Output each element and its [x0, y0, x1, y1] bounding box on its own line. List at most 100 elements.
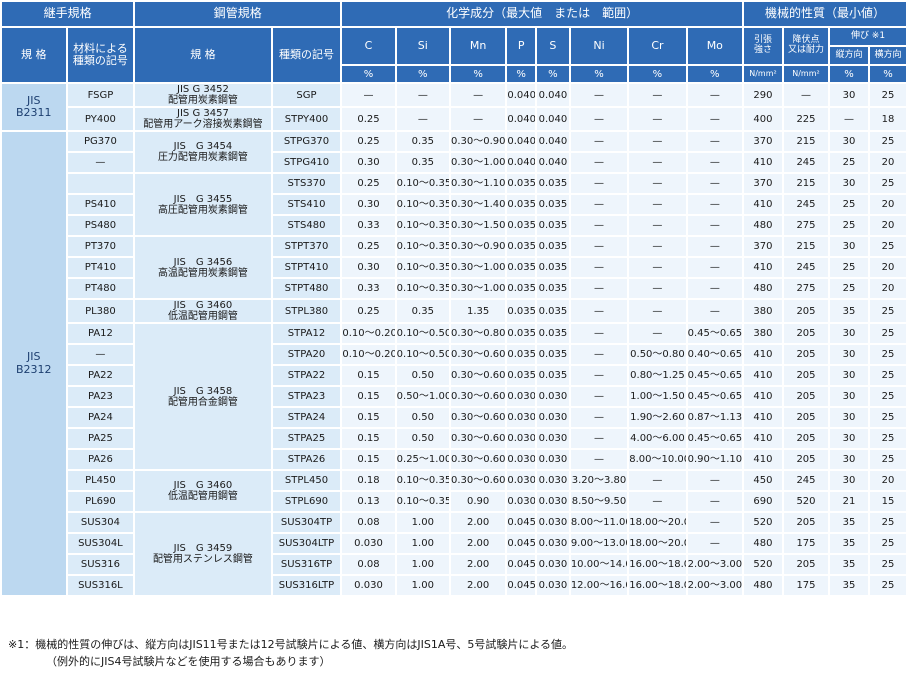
chem-s-cell: 0.035	[537, 300, 569, 322]
mech-ys-cell: 275	[783, 216, 829, 235]
mech-ys-cell: 205	[783, 300, 829, 322]
chem-mn-cell: —	[450, 108, 506, 130]
chem-c-cell: 0.30	[342, 195, 395, 214]
kind-symbol-cell: SUS304LTP	[272, 534, 341, 553]
chem-mo-cell: 0.45～0.65	[687, 387, 742, 406]
chem-ni-cell: —	[570, 387, 628, 406]
chem-s-cell: 0.035	[537, 279, 569, 298]
chem-p-cell: 0.035	[507, 195, 536, 214]
chem-mo-cell: —	[687, 471, 742, 490]
chem-mn-cell: 0.30～0.60	[450, 429, 506, 448]
chem-c-cell: 0.25	[342, 174, 395, 193]
chem-mn-cell: 0.30～0.60	[450, 450, 506, 469]
kind-symbol-cell: STPA22	[272, 366, 341, 385]
chem-si-cell: 0.10～0.35	[396, 471, 449, 490]
kind-symbol-header: 種類の記号	[272, 28, 341, 82]
chem-mn-cell: 0.30～1.00	[450, 153, 506, 172]
chem-p-cell: 0.035	[507, 366, 536, 385]
chem-ni-cell: 12.00～16.00	[570, 576, 628, 595]
mech-ts-cell: 450	[744, 471, 782, 490]
chem-cr-cell: —	[629, 84, 686, 106]
chem-mn-cell: 0.30～0.90	[450, 132, 506, 151]
chem-ni-cell: —	[570, 324, 628, 343]
chem-s-cell: 0.035	[537, 237, 569, 256]
chem-p-cell: 0.030	[507, 387, 536, 406]
chem-s-cell: 0.030	[537, 450, 569, 469]
chem-ni-cell: —	[570, 132, 628, 151]
chem-s-cell: 0.030	[537, 471, 569, 490]
chem-cr-cell: —	[629, 237, 686, 256]
chem-c-cell: 0.30	[342, 258, 395, 277]
table-row: SUS304 JIS G 3459 配管用ステンレス鋼管 SUS304TP 0.08 1…	[2, 513, 906, 595]
mech-et-cell: 20	[869, 216, 906, 235]
chem-p-cell: 0.035	[507, 345, 536, 364]
material-symbol-cell: —	[67, 153, 134, 172]
pct-unit: %	[537, 66, 569, 82]
mech-ys-cell: 245	[783, 195, 829, 214]
chem-header: 化学成分（最大値 または 範囲）	[342, 2, 742, 26]
chem-mo-cell: 0.87～1.13	[687, 408, 742, 427]
table-row: PA24 STPA24 0.15 0.50 0.30～0.60 0.030 0.030—1.…	[2, 408, 906, 427]
chem-cr-cell: 4.00～6.00	[629, 429, 686, 448]
table-row: PL450 JIS G 3460 低温配管用鋼管 STPL450 0.18 0.10～0…	[2, 471, 906, 511]
chem-ni-cell: 8.50～9.50	[570, 492, 628, 511]
kind-symbol-cell: STPA25	[272, 429, 341, 448]
mech-ts-cell: 400	[744, 108, 782, 130]
chem-c-cell: 0.15	[342, 450, 395, 469]
chem-c-cell: 0.33	[342, 279, 395, 298]
chem-c-cell: 0.030	[342, 576, 395, 595]
chem-si-cell: 1.00	[396, 534, 449, 553]
mech-ts-cell: 410	[744, 387, 782, 406]
pct-unit: %	[570, 66, 628, 82]
chem-si-cell: 0.35	[396, 300, 449, 322]
mech-el-cell: 25	[830, 216, 868, 235]
material-symbol-cell: PT480	[67, 279, 134, 298]
chem-cr-cell: —	[629, 300, 686, 322]
chem-si-cell: 0.10～0.35	[396, 195, 449, 214]
pipe-standard-cell: JIS G 3455 高圧配管用炭素鋼管	[135, 174, 271, 235]
pipe-standard-cell: JIS G 3460 低温配管用鋼管	[135, 471, 271, 511]
chem-c-cell: 0.08	[342, 513, 395, 532]
chem-p-cell: 0.040	[507, 132, 536, 151]
mech-et-cell: 25	[869, 576, 906, 595]
mech-ts-cell: 410	[744, 195, 782, 214]
mech-ts-cell: 410	[744, 153, 782, 172]
chem-s-cell: 0.035	[537, 258, 569, 277]
table-row: PA22 STPA22 0.15 0.50 0.30～0.60 0.035 0.035—0.…	[2, 366, 906, 385]
material-symbol-cell: PA26	[67, 450, 134, 469]
mech-et-cell: 25	[869, 513, 906, 532]
chem-mn-cell: 0.30～0.60	[450, 345, 506, 364]
chem-s-cell: 0.040	[537, 132, 569, 151]
material-symbol-cell	[67, 174, 134, 193]
chem-si-cell: 0.50	[396, 408, 449, 427]
chem-c-cell: 0.18	[342, 471, 395, 490]
table-row: SUS304L SUS304LTP 0.030 1.00 2.00 0.045 0.030 9…	[2, 534, 906, 553]
mech-et-cell: 25	[869, 366, 906, 385]
chem-p-cell: 0.030	[507, 492, 536, 511]
mech-ys-cell: 205	[783, 408, 829, 427]
chem-mn-cell: 0.30～1.50	[450, 216, 506, 235]
chem-mn-cell: 0.30～1.00	[450, 258, 506, 277]
kind-symbol-cell: STPT480	[272, 279, 341, 298]
chem-mo-cell: —	[687, 279, 742, 298]
mech-et-cell: 20	[869, 258, 906, 277]
chem-ni-cell: —	[570, 237, 628, 256]
chem-cr-cell: —	[629, 153, 686, 172]
mech-et-cell: 25	[869, 429, 906, 448]
mech-et-cell: 25	[869, 237, 906, 256]
pct-unit: %	[830, 66, 868, 82]
pipe-standard-cell: JIS G 3458 配管用合金鋼管	[135, 324, 271, 469]
mech-el-cell: 30	[830, 471, 868, 490]
chem-cr-cell: —	[629, 108, 686, 130]
table-row: PY400 JIS G 3457 配管用アーク溶接炭素鋼管 STPY400 0.25—…	[2, 108, 906, 130]
chem-mn-cell: 0.30～0.60	[450, 387, 506, 406]
chem-si-cell: 0.10～0.50	[396, 345, 449, 364]
chem-ni-cell: —	[570, 366, 628, 385]
material-symbol-cell: SUS304L	[67, 534, 134, 553]
chem-c-cell: 0.15	[342, 429, 395, 448]
mech-ts-cell: 480	[744, 534, 782, 553]
table-row: PA25 STPA25 0.15 0.50 0.30～0.60 0.030 0.030—4.…	[2, 429, 906, 448]
table-row: PA23 STPA23 0.15 0.50～1.00 0.30～0.60 0.030 0.0…	[2, 387, 906, 406]
footnote: ※1：機械的性質の伸びは、縦方向はJIS11号または12号試験片による値、横方向…	[8, 636, 573, 670]
chem-mo-cell: —	[687, 153, 742, 172]
